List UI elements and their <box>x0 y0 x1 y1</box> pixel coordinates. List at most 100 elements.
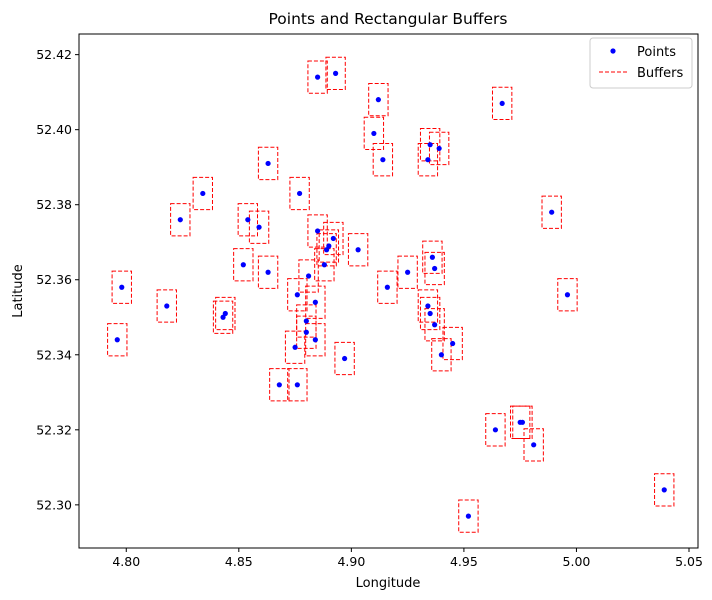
data-point <box>315 228 321 234</box>
buffer-rect <box>305 285 326 319</box>
data-point <box>245 217 251 223</box>
buffer-rect <box>458 499 479 533</box>
buffer-rect <box>287 278 308 312</box>
data-point <box>333 70 339 76</box>
buffer-rect <box>237 203 258 237</box>
data-point <box>305 273 312 279</box>
y-axis: 52.30 52.32 52.34 52.36 52.38 52.40 52.42 <box>36 47 79 512</box>
data-point <box>312 299 318 305</box>
buffer-rect <box>510 405 531 439</box>
data-point <box>492 427 499 433</box>
buffer-rect <box>307 60 328 94</box>
buffer-rect <box>111 270 132 304</box>
buffer-rect <box>215 296 236 331</box>
data-point <box>220 314 226 320</box>
data-point <box>303 318 309 324</box>
data-point <box>429 254 435 260</box>
data-point <box>465 513 472 519</box>
x-axis-label: Longitude <box>356 576 421 591</box>
data-point <box>355 247 361 253</box>
y-tick-label: 52.40 <box>36 122 72 137</box>
data-point <box>265 269 271 275</box>
data-point <box>256 224 262 230</box>
y-tick-label: 52.42 <box>36 47 72 62</box>
data-point <box>427 142 433 148</box>
data-point <box>119 284 125 290</box>
buffer-rect <box>248 210 270 244</box>
buffer-rect <box>233 248 254 282</box>
buffer-rect <box>485 413 506 447</box>
x-tick-label: 4.95 <box>450 554 478 569</box>
buffer-rect <box>334 341 355 376</box>
buffer-rect <box>363 116 385 151</box>
buffer-rect <box>424 308 445 342</box>
data-point <box>531 442 537 448</box>
x-tick-label: 4.85 <box>225 554 253 569</box>
buffer-rect <box>368 83 389 117</box>
buffer-rect <box>170 203 191 237</box>
buffer-rect <box>422 240 443 274</box>
data-point <box>177 217 183 223</box>
data-point <box>432 265 438 272</box>
buffer-rect <box>442 326 463 361</box>
buffer-rect <box>397 255 418 289</box>
buffer-rect <box>296 315 317 349</box>
legend: Points Buffers <box>589 37 693 89</box>
buffer-rect <box>428 131 450 166</box>
data-point <box>425 303 431 309</box>
chart-title: Points and Rectangular Buffers <box>269 10 508 28</box>
buffer-rect <box>107 323 128 357</box>
data-point <box>427 310 433 317</box>
buffer-rect <box>523 428 544 462</box>
data-point <box>292 344 298 350</box>
data-point <box>425 157 431 163</box>
buffer-rect <box>512 405 533 439</box>
buffer-rect <box>323 221 344 256</box>
data-point <box>384 284 390 290</box>
y-tick-label: 52.32 <box>36 422 72 437</box>
data-point <box>312 337 318 343</box>
data-point <box>276 382 282 388</box>
buffer-rect <box>305 323 326 357</box>
legend-points-marker <box>610 48 616 54</box>
y-tick-label: 52.36 <box>36 272 72 287</box>
buffer-rect <box>419 296 441 331</box>
buffer-rect <box>377 270 398 304</box>
buffer-rect <box>212 300 234 334</box>
buffer-rect <box>289 176 310 211</box>
buffer-rect <box>287 368 308 402</box>
buffer-rect <box>541 195 562 229</box>
y-axis-label: Latitude <box>11 264 26 318</box>
data-point <box>294 292 300 298</box>
data-point <box>549 209 555 215</box>
data-point <box>265 160 271 167</box>
data-point <box>222 310 228 317</box>
data-point <box>499 100 505 107</box>
data-point <box>342 355 348 362</box>
data-point <box>371 130 377 137</box>
data-point <box>326 243 332 249</box>
data-point <box>114 337 120 343</box>
x-axis: 4.80 4.85 4.90 4.95 5.00 5.05 <box>112 548 703 569</box>
data-point <box>324 247 330 253</box>
buffer-rect <box>192 176 213 211</box>
x-tick-label: 5.05 <box>675 554 703 569</box>
legend-buffers-label: Buffers <box>637 66 683 81</box>
data-point <box>321 262 327 268</box>
buffer-rect <box>257 146 279 181</box>
x-tick-label: 5.00 <box>563 554 591 569</box>
buffer-rect <box>298 259 319 293</box>
points-layer <box>114 70 667 519</box>
plot-area <box>79 34 698 548</box>
buffer-rect <box>269 368 290 402</box>
y-tick-label: 52.30 <box>36 497 72 512</box>
data-point <box>450 340 456 347</box>
buffer-rect <box>284 330 306 364</box>
data-point <box>303 329 309 335</box>
data-point <box>432 322 438 328</box>
x-tick-label: 4.80 <box>112 554 140 569</box>
data-point <box>294 382 300 388</box>
buffer-rect <box>257 255 279 289</box>
buffer-rect <box>325 56 346 91</box>
